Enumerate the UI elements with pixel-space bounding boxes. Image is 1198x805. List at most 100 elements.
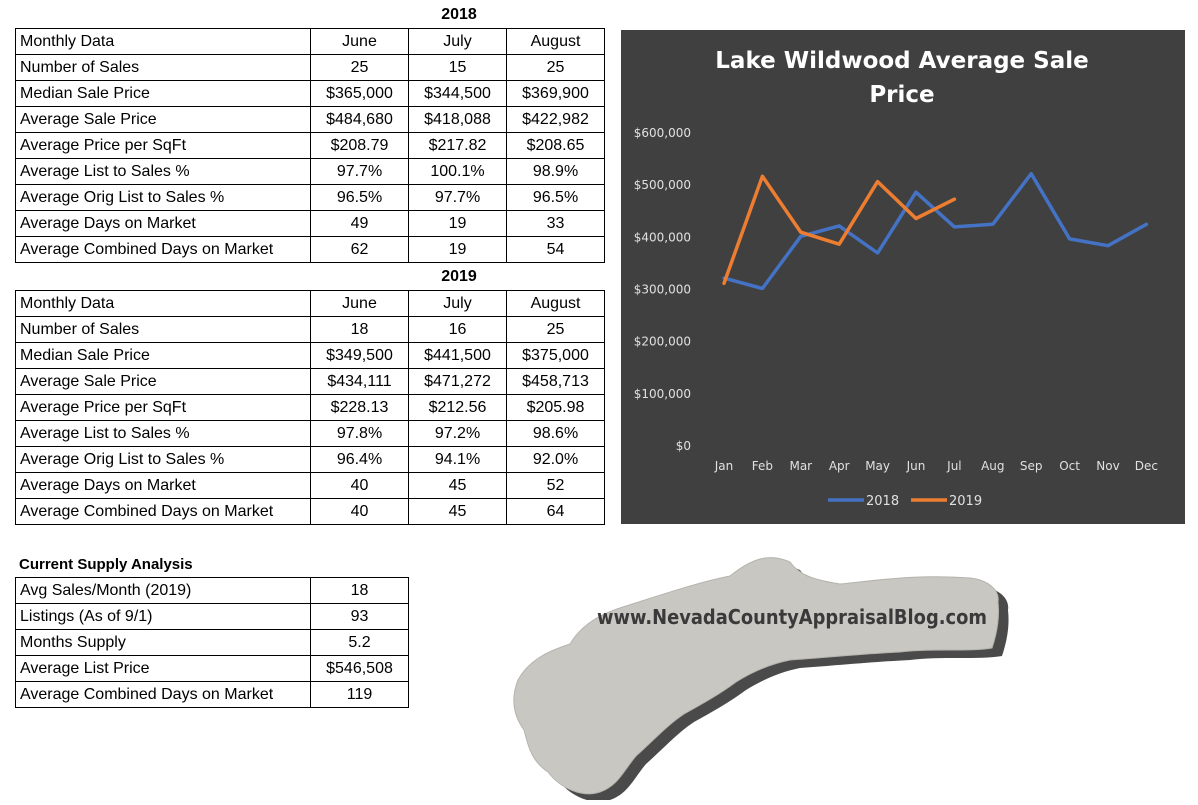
table-row: Average List to Sales % 97.7% 100.1% 98.9% (15, 158, 605, 185)
value-cell: 92.0% (506, 446, 605, 473)
value-cell: $365,000 (310, 80, 409, 107)
value-cell: 49 (310, 210, 409, 237)
table-row: Average List to Sales % 97.8% 97.2% 98.6% (15, 420, 605, 447)
row-label-cell: Average Combined Days on Market (15, 681, 311, 708)
value-cell: $422,982 (506, 106, 605, 133)
row-label-cell: Average Combined Days on Market (15, 498, 311, 525)
value-cell: 52 (506, 472, 605, 499)
row-label-cell: Average Orig List to Sales % (15, 184, 311, 211)
row-label-cell: Median Sale Price (15, 80, 311, 107)
value-cell: 19 (408, 210, 507, 237)
row-label-cell: Months Supply (15, 629, 311, 656)
value-cell: 96.5% (506, 184, 605, 211)
value-cell: $369,900 (506, 80, 605, 107)
row-label-cell: Average List to Sales % (15, 420, 311, 447)
table-row: Average Combined Days on Market 62 19 54 (15, 236, 605, 263)
value-cell: $458,713 (506, 368, 605, 395)
value-cell: $228.13 (310, 394, 409, 421)
header-cell: June (310, 290, 409, 317)
value-cell: 100.1% (408, 158, 507, 185)
table-row: Average Price per SqFt $228.13 $212.56 $205… (15, 394, 605, 421)
y-tick-label: $600,000 (634, 126, 691, 140)
value-cell: 97.7% (408, 184, 507, 211)
value-cell: 98.6% (506, 420, 605, 447)
value-cell: $208.65 (506, 132, 605, 159)
table-row: Average Combined Days on Market 119 (15, 681, 409, 708)
value-cell: 119 (310, 681, 409, 708)
table-row: Number of Sales 25 15 25 (15, 54, 605, 81)
value-cell: 40 (310, 498, 409, 525)
value-cell: 15 (408, 54, 507, 81)
chart-background (621, 30, 1185, 524)
value-cell: 96.5% (310, 184, 409, 211)
table-row: Listings (As of 9/1) 93 (15, 603, 409, 630)
row-label-cell: Average Sale Price (15, 368, 311, 395)
x-tick-label: Nov (1096, 459, 1119, 473)
value-cell: 33 (506, 210, 605, 237)
header-cell: June (310, 28, 409, 55)
table-row: Median Sale Price $365,000 $344,500 $369,90… (15, 80, 605, 107)
line-chart: Lake Wildwood Average Sale Price $0 $100,00… (621, 30, 1185, 524)
value-cell: $208.79 (310, 132, 409, 159)
value-cell: 45 (408, 472, 507, 499)
table-row: Average Days on Market 49 19 33 (15, 210, 605, 237)
table-row: Average Price per SqFt $208.79 $217.82 $208… (15, 132, 605, 159)
value-cell: 5.2 (310, 629, 409, 656)
header-cell: Monthly Data (15, 28, 311, 55)
header-cell: Monthly Data (15, 290, 311, 317)
table-row: Average Orig List to Sales % 96.5% 97.7% 96… (15, 184, 605, 211)
header-cell: August (506, 28, 605, 55)
value-cell: 97.2% (408, 420, 507, 447)
value-cell: 93 (310, 603, 409, 630)
x-tick-label: May (865, 459, 890, 473)
table-2019-title: 2019 (441, 268, 477, 285)
value-cell: 96.4% (310, 446, 409, 473)
value-cell: 97.7% (310, 158, 409, 185)
row-label-cell: Average List Price (15, 655, 311, 682)
value-cell: $212.56 (408, 394, 507, 421)
x-tick-label: Jul (946, 459, 961, 473)
legend-label: 2019 (949, 494, 982, 509)
table-row: Number of Sales 18 16 25 (15, 316, 605, 343)
value-cell: $349,500 (310, 342, 409, 369)
value-cell: $441,500 (408, 342, 507, 369)
row-label-cell: Average Days on Market (15, 472, 311, 499)
value-cell: 97.8% (310, 420, 409, 447)
value-cell: 94.1% (408, 446, 507, 473)
x-tick-label: Jan (714, 459, 734, 473)
row-label-cell: Average Sale Price (15, 106, 311, 133)
table-row: Average Sale Price $434,111 $471,272 $458,7… (15, 368, 605, 395)
value-cell: 25 (506, 316, 605, 343)
x-tick-label: Mar (789, 459, 812, 473)
row-label-cell: Listings (As of 9/1) (15, 603, 311, 630)
y-tick-label: $100,000 (634, 387, 691, 401)
row-label-cell: Average Days on Market (15, 210, 311, 237)
value-cell: $418,088 (408, 106, 507, 133)
logo: www.NevadaCountyAppraisalBlog.com (500, 540, 1020, 802)
value-cell: 62 (310, 236, 409, 263)
row-label-cell: Average Orig List to Sales % (15, 446, 311, 473)
x-tick-label: Jun (906, 459, 926, 473)
logo-text: www.NevadaCountyAppraisalBlog.com (597, 605, 987, 629)
value-cell: 40 (310, 472, 409, 499)
table-row: Avg Sales/Month (2019) 18 (15, 577, 409, 604)
table-2018: Monthly Data June July August Number of Sale… (15, 28, 605, 263)
table-2018-title: 2018 (441, 6, 477, 23)
legend-label: 2018 (866, 494, 899, 509)
row-label-cell: Average List to Sales % (15, 158, 311, 185)
x-tick-label: Apr (829, 459, 850, 473)
header-cell: July (408, 290, 507, 317)
x-tick-label: Dec (1135, 459, 1158, 473)
x-tick-label: Feb (752, 459, 773, 473)
value-cell: $434,111 (310, 368, 409, 395)
value-cell: 98.9% (506, 158, 605, 185)
supply-title: Current Supply Analysis (19, 556, 193, 573)
value-cell: 64 (506, 498, 605, 525)
value-cell: $471,272 (408, 368, 507, 395)
row-label-cell: Number of Sales (15, 316, 311, 343)
y-tick-label: $200,000 (634, 335, 691, 349)
table-row: Average Days on Market 40 45 52 (15, 472, 605, 499)
value-cell: $217.82 (408, 132, 507, 159)
table-header-row: Monthly Data June July August (15, 290, 605, 317)
x-tick-label: Oct (1059, 459, 1080, 473)
